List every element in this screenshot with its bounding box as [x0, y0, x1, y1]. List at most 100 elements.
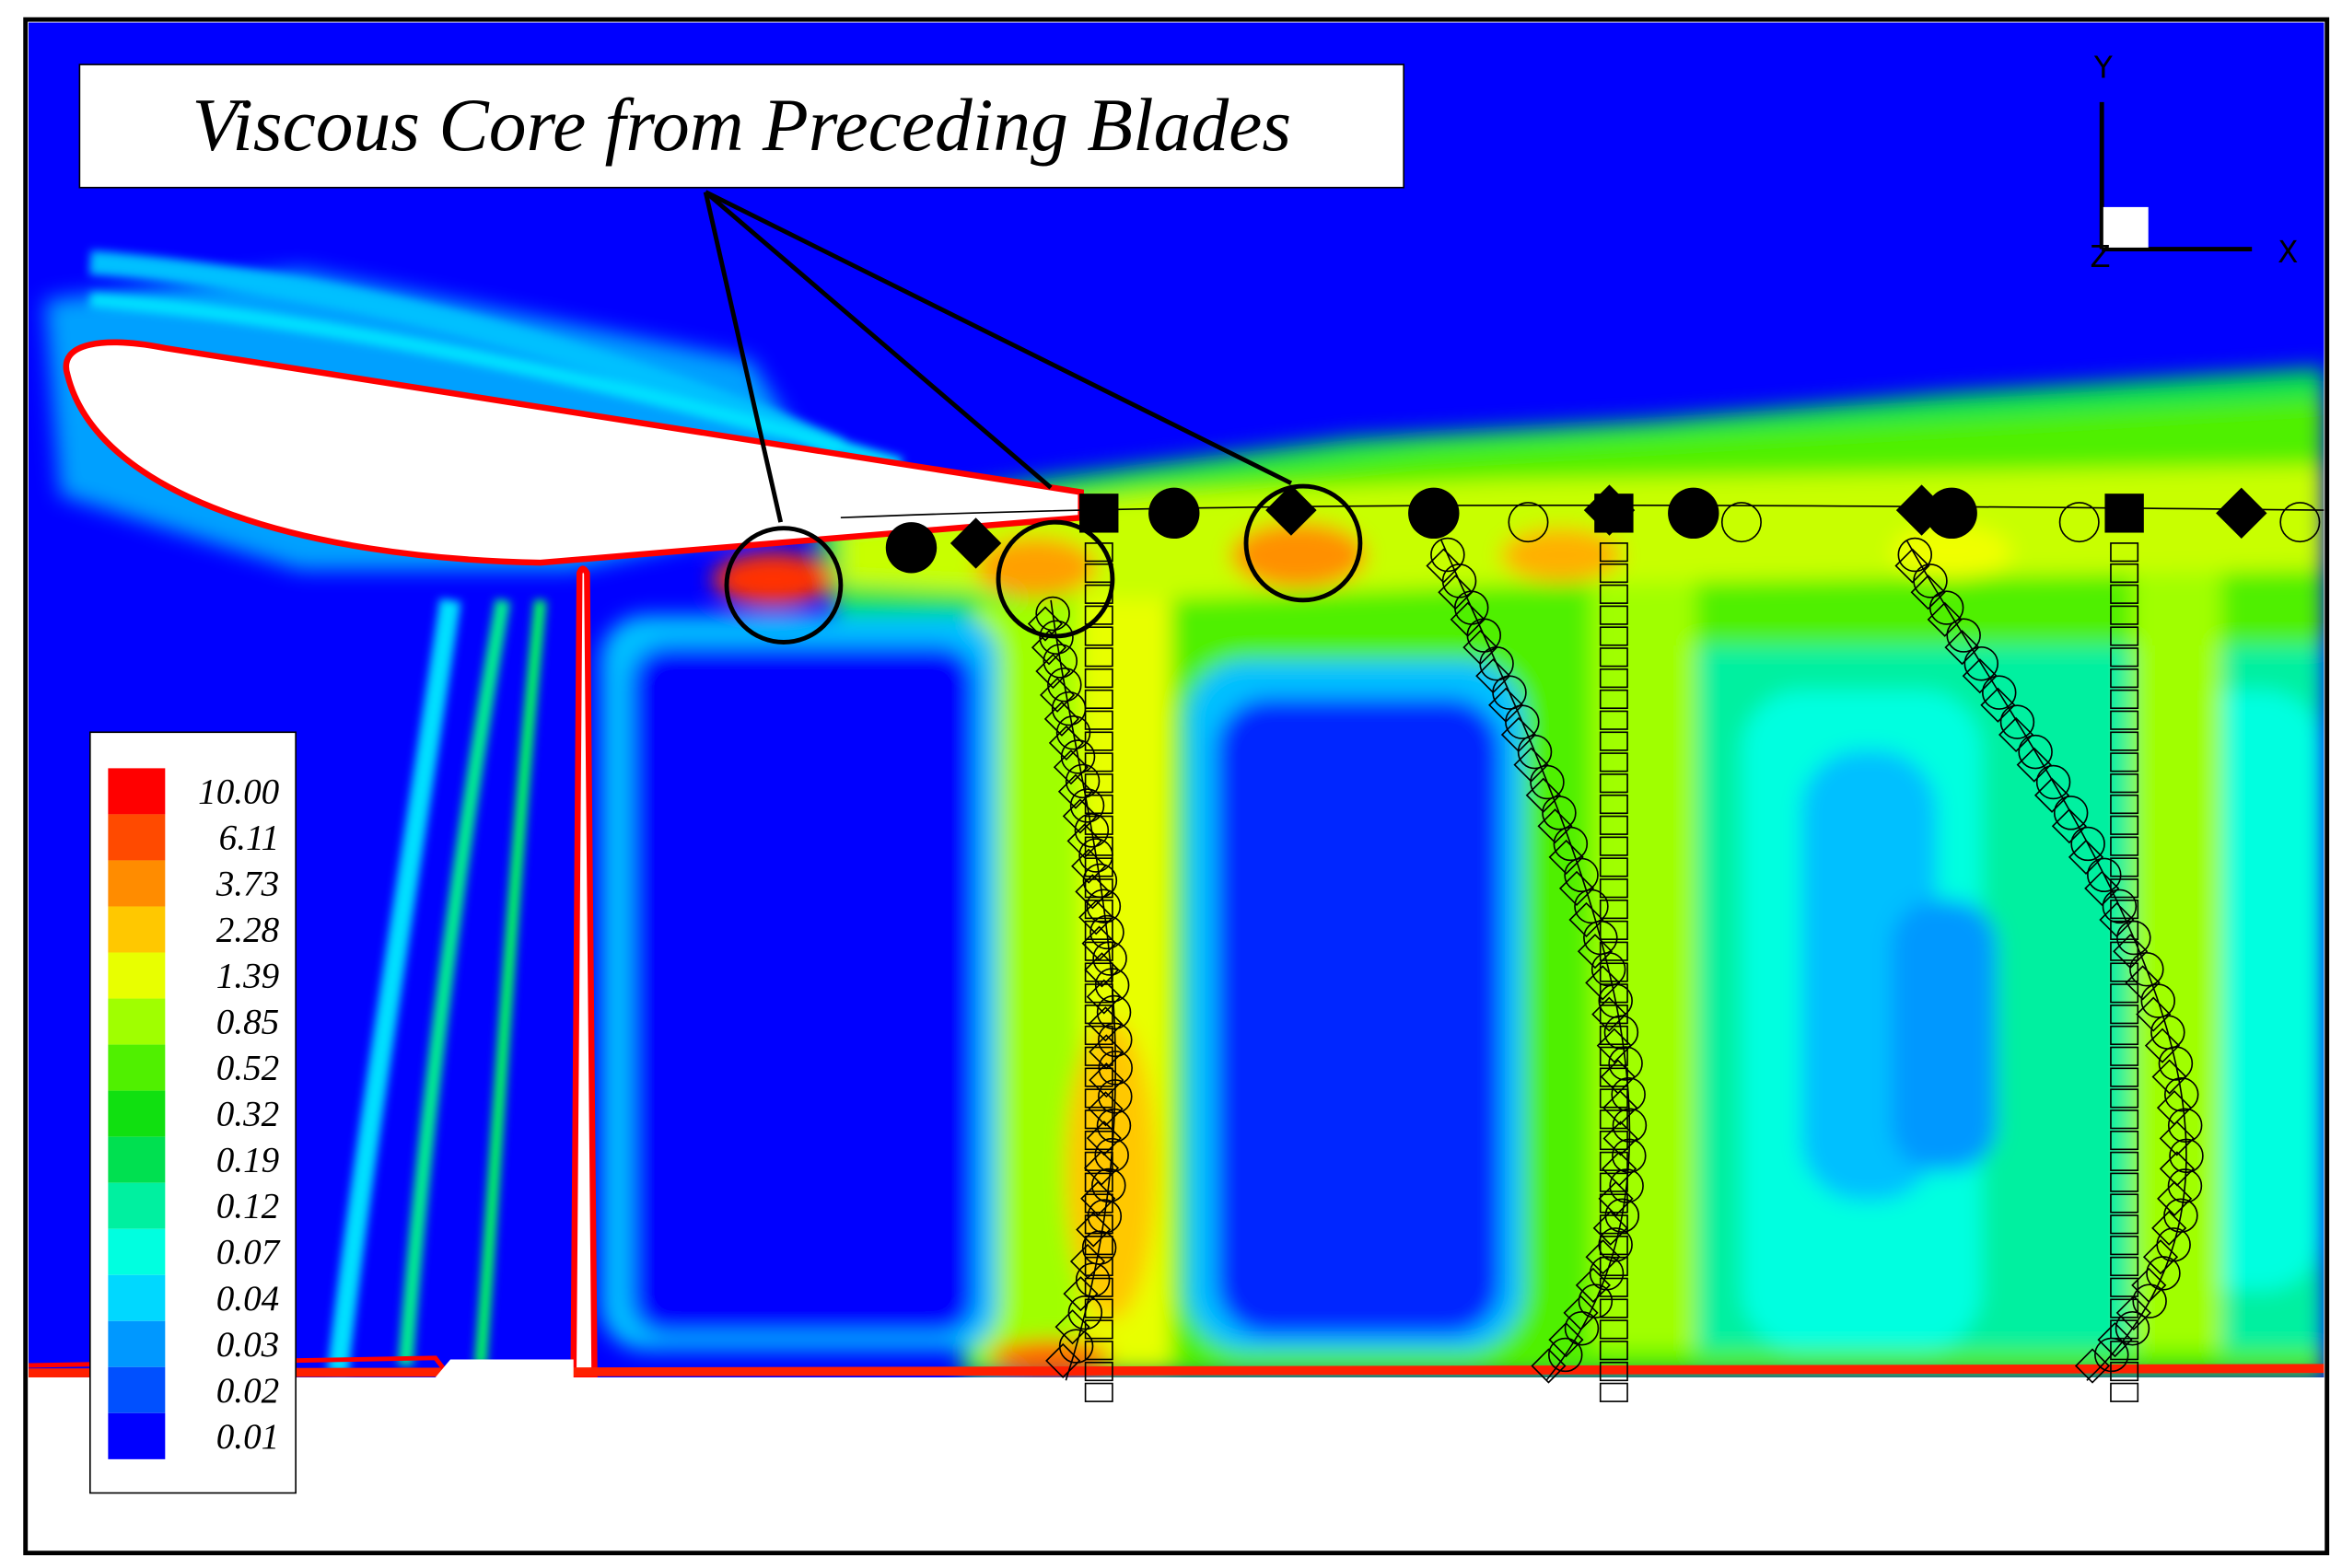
open-square	[1084, 1277, 1113, 1297]
open-diamond	[1031, 630, 1067, 666]
open-circle	[2167, 1168, 2203, 1203]
open-circle	[1094, 968, 1130, 1003]
open-diamond	[1089, 1034, 1124, 1070]
open-circle	[1505, 704, 1540, 739]
open-square	[2110, 1236, 2139, 1256]
legend-swatch	[108, 768, 166, 815]
legend-label: 0.07	[216, 1233, 281, 1272]
open-circle	[1078, 838, 1113, 873]
legend-label: 0.12	[216, 1187, 279, 1226]
trail-line	[1905, 540, 2187, 1381]
legend-swatch	[108, 1182, 166, 1229]
open-square	[1084, 710, 1113, 730]
open-square	[1599, 1236, 1628, 1256]
open-diamond	[1568, 901, 1604, 938]
open-circle	[1720, 502, 1762, 543]
open-square	[2110, 563, 2139, 584]
open-square	[2110, 752, 2139, 772]
open-diamond	[1078, 900, 1114, 935]
open-circle	[1999, 704, 2035, 739]
callout-circle	[996, 519, 1115, 639]
open-square	[1084, 752, 1113, 772]
filled-diamond	[1895, 484, 1948, 536]
open-diamond	[1910, 575, 1946, 610]
open-square	[2110, 983, 2139, 1004]
open-square	[1599, 1319, 1628, 1340]
open-diamond	[1053, 749, 1089, 785]
open-square	[1599, 689, 1628, 710]
open-diamond	[1080, 1180, 1116, 1216]
open-square	[1599, 878, 1628, 899]
open-square	[1084, 1382, 1113, 1402]
open-diamond	[1086, 979, 1122, 1015]
open-circle	[1578, 1283, 1614, 1318]
open-square	[1084, 920, 1113, 940]
open-diamond	[1563, 1295, 1599, 1330]
open-square	[1084, 1214, 1113, 1235]
open-square	[2110, 1151, 2139, 1171]
blade	[570, 565, 598, 1378]
open-square	[2110, 941, 2139, 961]
legend-swatch	[108, 952, 166, 999]
filled-square	[1594, 494, 1634, 533]
open-square	[1084, 647, 1113, 668]
open-circle	[1517, 734, 1553, 770]
open-square	[2110, 1193, 2139, 1214]
open-circle	[2058, 502, 2100, 543]
open-square	[2110, 668, 2139, 689]
open-circle	[1611, 1077, 1646, 1112]
open-square	[2110, 1382, 2139, 1402]
open-circle	[1612, 1108, 1648, 1143]
open-square	[1084, 962, 1113, 982]
open-diamond	[1591, 996, 1627, 1032]
open-square	[1084, 668, 1113, 689]
open-square	[2110, 815, 2139, 835]
open-diamond	[1548, 839, 1584, 876]
legend-swatch	[108, 1412, 166, 1459]
open-diamond	[2157, 1180, 2193, 1216]
open-square	[1599, 920, 1628, 940]
filled-circle	[1668, 487, 1719, 540]
legend-label: 0.01	[216, 1417, 279, 1457]
open-square	[2110, 836, 2139, 856]
open-diamond	[2159, 1121, 2195, 1156]
open-diamond	[2142, 1239, 2179, 1275]
wall	[28, 1377, 2325, 1551]
open-circle	[1479, 646, 1514, 681]
open-diamond	[1592, 1210, 1628, 1246]
open-square	[2110, 1341, 2139, 1361]
annotation: Viscous Core from Preceding Blades	[192, 83, 1292, 167]
open-square	[1599, 836, 1628, 856]
open-circle	[1574, 889, 1609, 924]
open-circle	[1609, 1168, 1644, 1203]
open-square	[1599, 857, 1628, 877]
axis-triad: Y X Z	[2090, 51, 2298, 274]
open-square	[1599, 1361, 1628, 1382]
open-circle	[1075, 1262, 1111, 1297]
open-diamond	[1048, 725, 1084, 761]
open-diamond	[2016, 747, 2052, 783]
open-diamond	[2151, 1210, 2187, 1246]
wall-step	[435, 1359, 574, 1378]
open-diamond	[1062, 798, 1098, 834]
open-diamond	[1069, 1243, 1106, 1280]
open-circle	[2140, 983, 2176, 1018]
open-square	[2110, 878, 2139, 899]
open-square	[1599, 941, 1628, 961]
open-square	[2110, 647, 2139, 668]
filled-circle	[1148, 487, 1200, 540]
legend-label: 2.28	[216, 911, 280, 950]
open-diamond	[1537, 808, 1573, 844]
callout-line	[704, 190, 1053, 490]
legend-label: 0.03	[216, 1325, 279, 1365]
open-diamond	[1084, 952, 1120, 988]
legend-label: 10.00	[198, 772, 279, 811]
open-square	[1084, 1341, 1113, 1361]
filled-diamond	[1265, 484, 1317, 536]
open-diamond	[1548, 1322, 1584, 1358]
open-diamond	[1089, 1063, 1124, 1098]
open-diamond	[1057, 773, 1094, 809]
filled-circle	[1926, 487, 1977, 540]
legend-swatch	[108, 1136, 166, 1183]
open-circle	[1564, 857, 1599, 893]
